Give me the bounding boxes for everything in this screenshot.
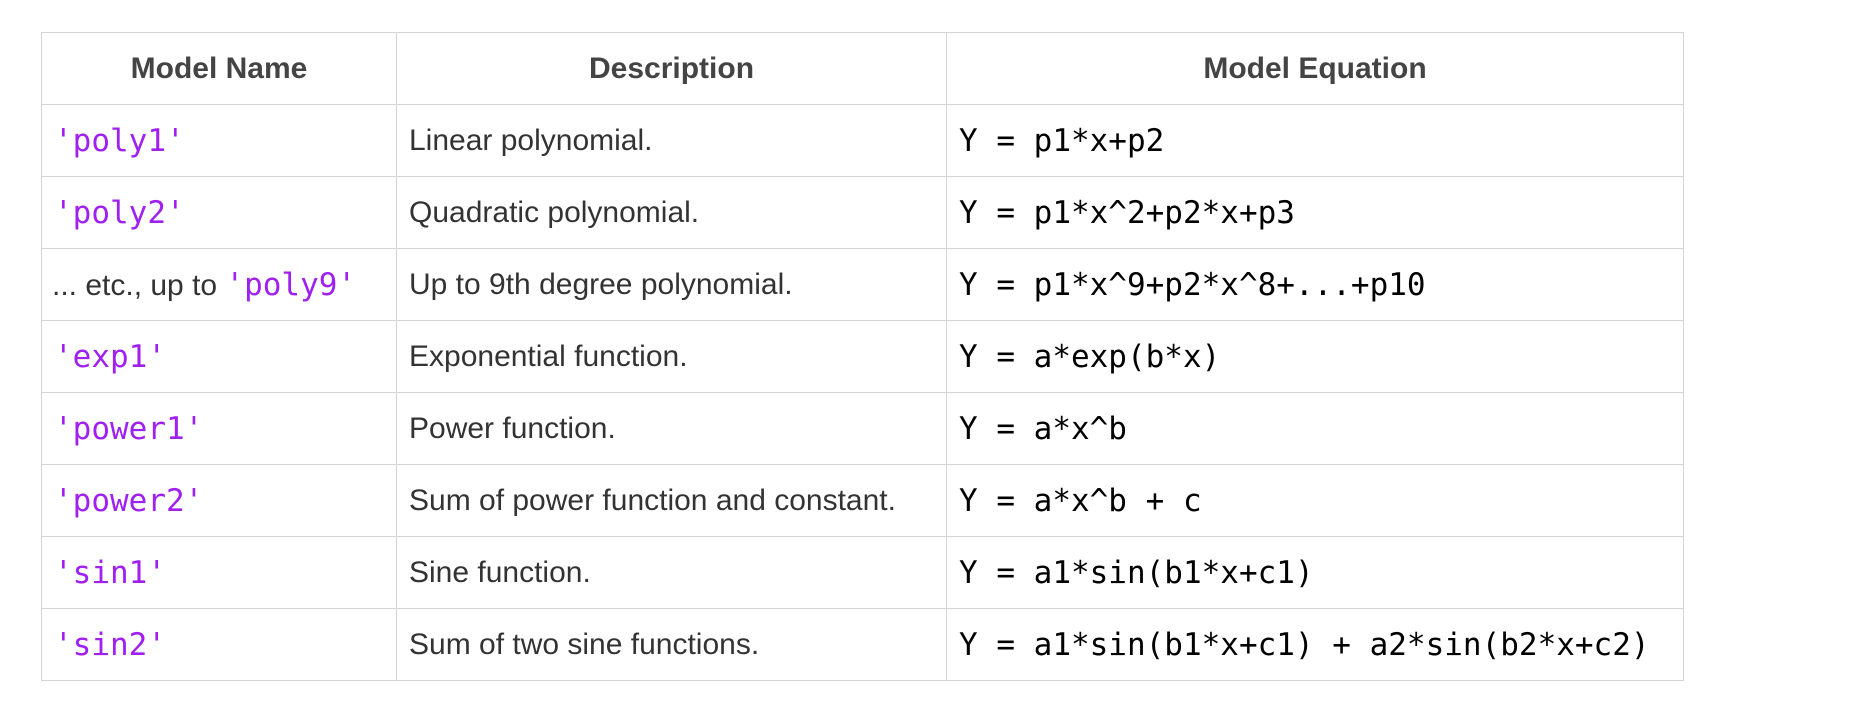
- equation-code: Y = p1*x^2+p2*x+p3: [959, 194, 1295, 231]
- header-model-name: Model Name: [41, 32, 397, 105]
- equation-code: Y = a1*sin(b1*x+c1): [959, 554, 1314, 591]
- model-name-cell: 'power1': [41, 392, 397, 465]
- table-header: Model Name Description Model Equation: [41, 32, 1684, 105]
- table-row: ... etc., up to 'poly9' Up to 9th degree…: [41, 248, 1684, 321]
- description-cell: Power function.: [396, 392, 947, 465]
- model-name-cell: 'exp1': [41, 320, 397, 393]
- table-row: 'power2' Sum of power function and const…: [41, 464, 1684, 537]
- equation-code: Y = p1*x+p2: [959, 122, 1165, 159]
- equation-code: Y = a*x^b + c: [959, 482, 1202, 519]
- equation-code: Y = a*exp(b*x): [959, 338, 1221, 375]
- header-row: Model Name Description Model Equation: [41, 32, 1684, 105]
- description-cell: Sum of power function and constant.: [396, 464, 947, 537]
- equation-cell: Y = p1*x^2+p2*x+p3: [946, 176, 1684, 249]
- equation-cell: Y = p1*x^9+p2*x^8+...+p10: [946, 248, 1684, 321]
- model-name-cell: 'sin2': [41, 608, 397, 681]
- equation-code: Y = p1*x^9+p2*x^8+...+p10: [959, 266, 1426, 303]
- model-name-cell: ... etc., up to 'poly9': [41, 248, 397, 321]
- description-cell: Up to 9th degree polynomial.: [396, 248, 947, 321]
- model-name-cell: 'sin1': [41, 536, 397, 609]
- model-name-code: 'power2': [54, 482, 204, 519]
- description-cell: Exponential function.: [396, 320, 947, 393]
- header-model-equation: Model Equation: [946, 32, 1684, 105]
- document-body: Model Name Description Model Equation 'p…: [41, 32, 1684, 681]
- description-cell: Sine function.: [396, 536, 947, 609]
- model-name-code: 'poly1': [54, 122, 185, 159]
- table-row: 'sin1' Sine function. Y = a1*sin(b1*x+c1…: [41, 536, 1684, 609]
- model-name-cell: 'power2': [41, 464, 397, 537]
- model-name-code: 'sin2': [54, 626, 166, 663]
- model-name-code: 'exp1': [54, 338, 166, 375]
- equation-cell: Y = a1*sin(b1*x+c1) + a2*sin(b2*x+c2): [946, 608, 1684, 681]
- equation-cell: Y = a*x^b + c: [946, 464, 1684, 537]
- equation-cell: Y = a*x^b: [946, 392, 1684, 465]
- table-row: 'poly2' Quadratic polynomial. Y = p1*x^2…: [41, 176, 1684, 249]
- model-table: Model Name Description Model Equation 'p…: [41, 32, 1684, 681]
- equation-code: Y = a*x^b: [959, 410, 1127, 447]
- model-name-prefix: ... etc., up to: [52, 268, 226, 302]
- table-body: 'poly1' Linear polynomial. Y = p1*x+p2 '…: [41, 104, 1684, 681]
- model-name-code: 'sin1': [54, 554, 166, 591]
- description-cell: Sum of two sine functions.: [396, 608, 947, 681]
- table-row: 'power1' Power function. Y = a*x^b: [41, 392, 1684, 465]
- equation-cell: Y = p1*x+p2: [946, 104, 1684, 177]
- header-description: Description: [396, 32, 947, 105]
- table-row: 'sin2' Sum of two sine functions. Y = a1…: [41, 608, 1684, 681]
- model-name-cell: 'poly1': [41, 104, 397, 177]
- equation-code: Y = a1*sin(b1*x+c1) + a2*sin(b2*x+c2): [959, 626, 1650, 663]
- equation-cell: Y = a*exp(b*x): [946, 320, 1684, 393]
- equation-cell: Y = a1*sin(b1*x+c1): [946, 536, 1684, 609]
- model-name-cell: 'poly2': [41, 176, 397, 249]
- table-row: 'poly1' Linear polynomial. Y = p1*x+p2: [41, 104, 1684, 177]
- model-name-code: 'poly9': [225, 266, 357, 303]
- model-name-code: 'poly2': [54, 194, 185, 231]
- model-name-code: 'power1': [54, 410, 204, 447]
- table-row: 'exp1' Exponential function. Y = a*exp(b…: [41, 320, 1684, 393]
- description-cell: Linear polynomial.: [396, 104, 947, 177]
- description-cell: Quadratic polynomial.: [396, 176, 947, 249]
